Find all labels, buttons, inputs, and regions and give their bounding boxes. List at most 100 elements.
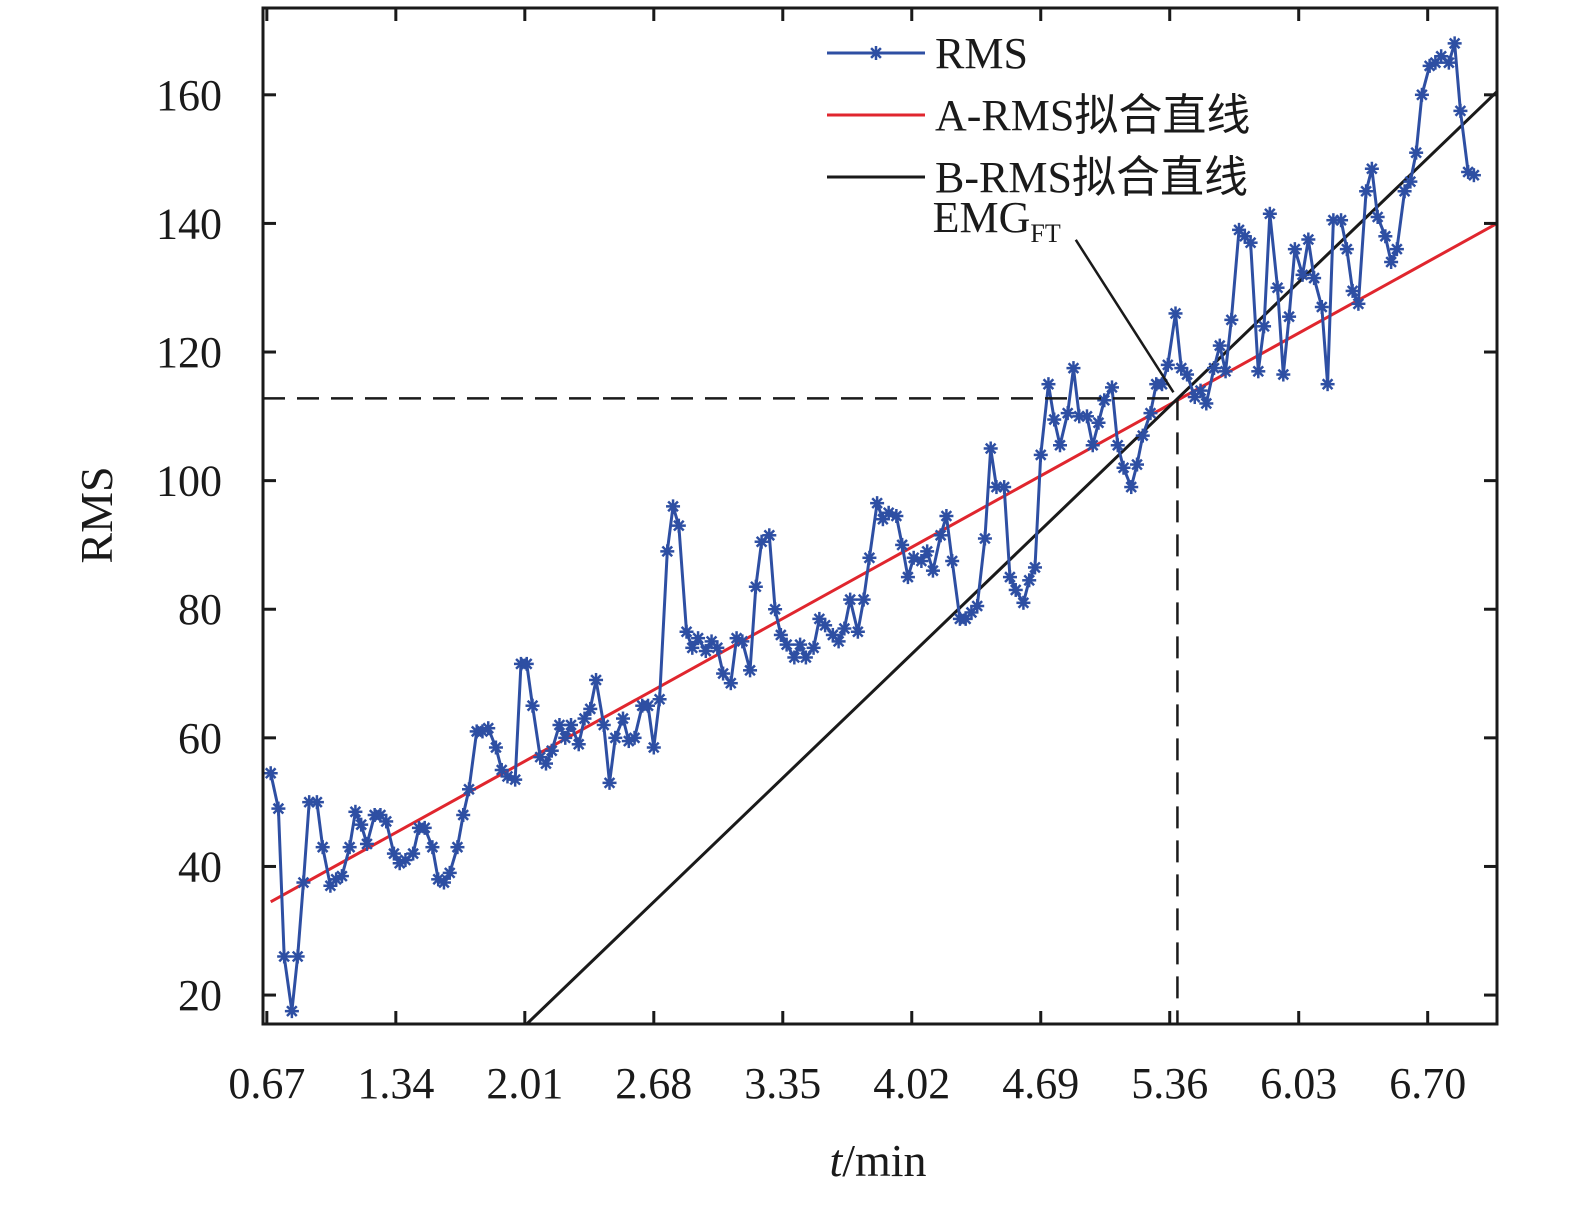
rms-data-point <box>779 637 794 652</box>
rms-data-point <box>1282 309 1297 324</box>
rms-data-point <box>1251 364 1266 379</box>
rms-data-point <box>1453 103 1468 118</box>
rms-data-point <box>1008 582 1023 597</box>
rms-data-point <box>914 554 929 569</box>
rms-data-point <box>1027 560 1042 575</box>
rms-data-point <box>1097 393 1112 408</box>
rms-data-point <box>436 875 451 890</box>
rms-data-point <box>1270 280 1285 295</box>
rms-data-point <box>519 656 534 671</box>
rms-data-point <box>1301 232 1316 247</box>
rms-data-point <box>596 717 611 732</box>
rms-data-point <box>627 730 642 745</box>
rms-data-point <box>1262 206 1277 221</box>
x-tick-label: 4.02 <box>873 1059 950 1108</box>
rms-data-point <box>970 599 985 614</box>
rms-data-point <box>577 711 592 726</box>
y-tick-label: 80 <box>178 585 222 634</box>
x-tick-label: 3.35 <box>744 1059 821 1108</box>
markers-layer <box>263 36 1481 1019</box>
rms-data-point <box>1002 570 1017 585</box>
x-axis-label-unit: /min <box>842 1135 926 1186</box>
y-axis-label: RMS <box>71 466 122 563</box>
rms-data-point <box>1276 367 1291 382</box>
rms-data-point <box>425 840 440 855</box>
x-tick-label: 5.36 <box>1131 1059 1208 1108</box>
rms-data-point <box>900 570 915 585</box>
rms-data-point <box>271 801 286 816</box>
rms-data-point <box>1193 383 1208 398</box>
rms-data-point <box>1116 460 1131 475</box>
rms-data-point <box>1320 377 1335 392</box>
rms-data-point <box>983 441 998 456</box>
rms-data-point <box>263 766 278 781</box>
rms-data-point <box>837 621 852 636</box>
rms-data-point <box>1441 55 1456 70</box>
rms-data-point <box>685 640 700 655</box>
rms-data-point <box>698 644 713 659</box>
rms-data-point <box>1104 380 1119 395</box>
legend-label: RMS <box>935 29 1028 78</box>
rms-data-point <box>1389 242 1404 257</box>
rms-data-point <box>818 618 833 633</box>
rms-data-point <box>1364 161 1379 176</box>
rms-data-point <box>1466 168 1481 183</box>
rms-data-point <box>1085 438 1100 453</box>
rms-data-point <box>870 496 885 511</box>
rms-data-point <box>359 836 374 851</box>
rms-data-point <box>1079 409 1094 424</box>
rms-data-point <box>1384 255 1399 269</box>
rms-data-point <box>850 624 865 639</box>
rms-data-point <box>1370 209 1385 224</box>
rms-data-point <box>354 817 369 832</box>
rms-data-point <box>386 846 401 861</box>
rms-data-point <box>277 949 292 964</box>
y-tick-label: 140 <box>156 199 222 248</box>
rms-data-point <box>456 808 471 823</box>
rms-data-point <box>660 544 675 559</box>
rms-data-point <box>284 1004 299 1019</box>
rms-data-point <box>1314 300 1329 315</box>
rms-data-point <box>1130 457 1145 472</box>
rms-data-point <box>290 949 305 964</box>
rms-data-point <box>1243 235 1258 250</box>
rms-data-point <box>933 528 948 543</box>
y-tick-label: 60 <box>178 714 222 763</box>
rms-data-point <box>652 692 667 707</box>
x-axis-label-italic: t <box>829 1135 843 1186</box>
rms-data-point <box>977 531 992 546</box>
rms-data-point <box>558 730 573 745</box>
rms-data-point <box>1124 480 1139 495</box>
threshold-label: EMGFT <box>933 193 1061 248</box>
rms-data-point <box>348 804 363 819</box>
rms-data-point <box>442 865 457 880</box>
rms-data-point <box>508 772 523 787</box>
rms-data-point <box>461 782 476 797</box>
rms-data-point <box>1218 364 1233 379</box>
y-tick-label: 160 <box>156 71 222 120</box>
rms-data-point <box>762 528 777 543</box>
rms-series-line <box>269 41 1475 1013</box>
rms-data-point <box>583 701 598 716</box>
rms-data-point <box>743 663 758 678</box>
rms-data-point <box>856 592 871 607</box>
rms-data-point <box>608 730 623 745</box>
rms-data-point <box>1047 412 1062 427</box>
rms-data-point <box>1287 242 1302 257</box>
rms-data-point <box>1345 283 1360 298</box>
y-tick-label: 40 <box>178 842 222 891</box>
rms-data-point <box>1295 267 1310 282</box>
rms-data-point <box>1403 174 1418 189</box>
rms-data-point <box>1135 428 1150 443</box>
rms-data-point <box>1378 229 1393 244</box>
rms-data-point <box>564 717 579 732</box>
rms-data-point <box>1060 406 1075 421</box>
rms-data-point <box>1041 377 1056 392</box>
rms-data-point <box>997 480 1012 495</box>
rms-data-point <box>334 869 349 884</box>
y-tick-label: 100 <box>156 457 222 506</box>
rms-data-point <box>431 872 446 887</box>
rms-data-point <box>1334 213 1349 228</box>
rms-data-point <box>1016 595 1031 610</box>
